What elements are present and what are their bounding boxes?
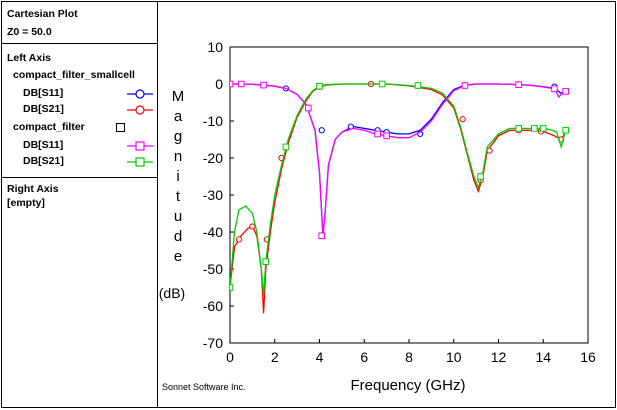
legend-title-section: Cartesian Plot Z0 = 50.0 (1, 1, 157, 44)
series-marker-2 (383, 132, 390, 140)
y-axis-label-letter: d (174, 228, 182, 245)
series-marker-2 (551, 85, 558, 93)
x-axis-label: Frequency (GHz) (350, 377, 465, 394)
series-marker-2 (562, 88, 569, 95)
series-line-1 (230, 83, 567, 314)
y-tick-label: -10 (203, 113, 223, 129)
series-marker-2 (515, 81, 522, 89)
series-marker-3 (477, 173, 484, 180)
y-axis-label-letter: t (176, 188, 181, 205)
legend-right-axis-section: Right Axis [empty] (1, 178, 157, 407)
legend-entry-smallcell-s11: DB[S11] (23, 87, 64, 99)
legend-swatch-compact-s21 (127, 157, 153, 167)
left-axis-label: Left Axis (7, 52, 51, 64)
y-axis-label-letter: a (174, 108, 183, 125)
series-marker-3 (515, 125, 522, 132)
x-tick-label: 0 (226, 349, 234, 365)
legend-entry-compact-s21: DB[S21] (23, 155, 64, 167)
series-marker-2 (318, 232, 326, 239)
legend-entry-compact-s11: DB[S11] (23, 139, 64, 151)
plot-frame (229, 46, 589, 344)
legend-swatch-compact-s11 (127, 141, 153, 151)
x-tick-label: 6 (360, 349, 368, 365)
legend-swatch-smallcell-s11 (127, 89, 153, 99)
y-axis-unit: (dB) (159, 285, 185, 301)
chart-area: 10 0 -10 -20 -30 -40 -50 -60 -70 0 2 4 6 8 10 12 14 16 M… (158, 1, 616, 408)
legend-title: Cartesian Plot (7, 8, 78, 20)
x-tick-label: 10 (446, 349, 462, 365)
series-marker-2 (260, 81, 267, 89)
series-marker-0 (318, 127, 325, 134)
y-tick-label: -50 (203, 261, 223, 277)
series-marker-3 (316, 82, 323, 90)
chart-svg: 10 0 -10 -20 -30 -40 -50 -60 -70 0 2 4 6 8 10 12 14 16 M… (159, 39, 596, 394)
y-axis-label-letter: e (174, 248, 182, 265)
series-marker-2 (461, 82, 469, 89)
group-name-compact: compact_filter (13, 121, 85, 133)
x-tick-label: 4 (316, 349, 324, 365)
y-tick-label: -40 (203, 224, 223, 240)
legend-z0: Z0 = 50.0 (7, 26, 52, 38)
x-tick-label: 12 (491, 349, 507, 365)
legend-panel: Cartesian Plot Z0 = 50.0 Left Axis compa… (1, 1, 158, 408)
series-marker-3 (378, 80, 386, 88)
right-axis-value: [empty] (7, 197, 45, 209)
legend-entry-smallcell-s21: DB[S21] (23, 103, 64, 115)
series-marker-1 (235, 236, 243, 243)
series-marker-2 (374, 130, 381, 138)
series-marker-3 (414, 82, 422, 89)
series-marker-3 (230, 284, 234, 291)
right-axis-label: Right Axis (7, 183, 59, 195)
series-marker-3 (282, 143, 290, 151)
y-axis-label-letter: n (174, 148, 182, 165)
y-axis-label-letter: M (172, 88, 185, 105)
series-marker-1 (486, 147, 493, 154)
y-axis-label-letter: i (176, 168, 179, 185)
y-tick-label: 0 (215, 76, 223, 92)
legend-swatch-smallcell-s21 (127, 105, 153, 115)
y-tick-label: -30 (203, 187, 223, 203)
y-tick-label: 10 (207, 39, 223, 55)
x-tick-label: 8 (405, 349, 413, 365)
series-marker-1 (249, 223, 256, 230)
series-marker-2 (305, 104, 312, 112)
legend-left-axis-section: Left Axis compact_filter_smallcell DB[S1… (1, 44, 157, 178)
group-checkbox-icon[interactable] (115, 122, 127, 134)
series-marker-3 (539, 125, 547, 132)
x-tick-label: 2 (271, 349, 279, 365)
series-marker-2 (237, 80, 245, 88)
series-marker-3 (562, 126, 569, 134)
series-marker-3 (262, 258, 270, 265)
y-axis-label-letter: g (174, 128, 182, 145)
x-tick-label: 16 (580, 349, 596, 365)
y-tick-label: -60 (203, 298, 223, 314)
y-axis-label-letter: u (174, 208, 182, 225)
series-line-3 (230, 83, 567, 295)
footer-credit: Sonnet Software Inc. (162, 382, 246, 392)
y-tick-label: -20 (203, 150, 223, 166)
series-marker-1 (459, 116, 466, 123)
series-marker-2 (230, 80, 234, 88)
group-name-smallcell: compact_filter_smallcell (13, 69, 135, 81)
series-marker-3 (531, 125, 538, 132)
y-tick-label: -70 (203, 335, 223, 351)
x-tick-label: 14 (535, 349, 551, 365)
